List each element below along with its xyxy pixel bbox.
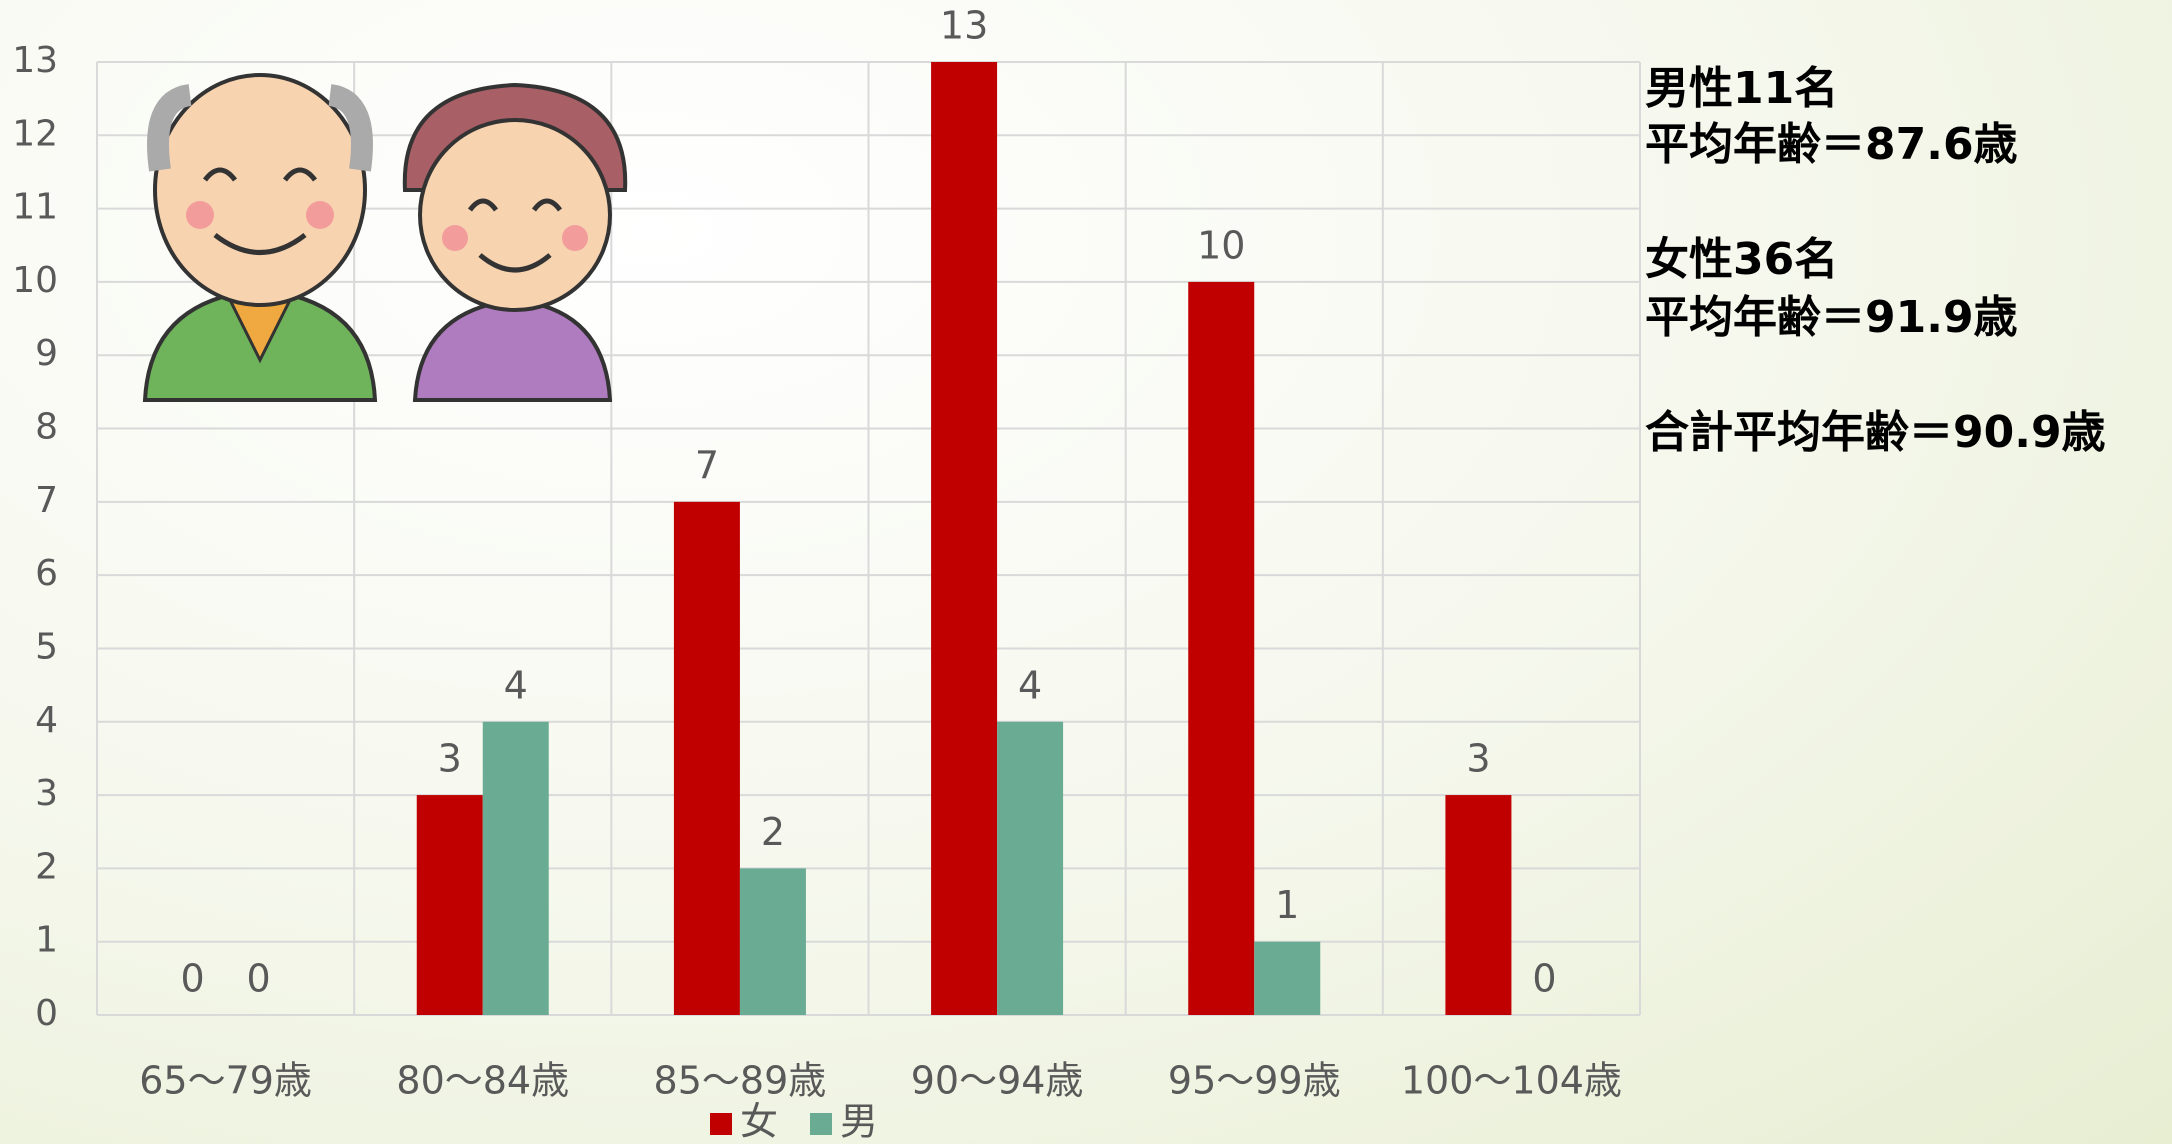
y-tick-label: 10 xyxy=(12,260,58,301)
data-label: 1 xyxy=(1275,883,1299,927)
legend-label: 男 xyxy=(840,1100,878,1144)
bar xyxy=(1254,942,1320,1015)
annotation: 平均年齢＝87.6歳 xyxy=(1645,119,2018,170)
bar xyxy=(997,722,1063,1015)
legend-swatch xyxy=(810,1113,832,1135)
bar xyxy=(674,502,740,1015)
bar xyxy=(931,62,997,1015)
data-label: 3 xyxy=(438,737,462,781)
bar xyxy=(1445,795,1511,1015)
legend-label: 女 xyxy=(740,1100,778,1144)
y-tick-label: 6 xyxy=(35,553,58,594)
data-label: 10 xyxy=(1197,223,1245,267)
data-label: 3 xyxy=(1466,737,1490,781)
data-label: 4 xyxy=(504,663,528,707)
y-tick-label: 4 xyxy=(35,700,58,741)
bar xyxy=(1188,282,1254,1015)
annotation: 平均年齢＝91.9歳 xyxy=(1645,292,2018,343)
y-tick-label: 9 xyxy=(35,333,58,374)
data-label: 0 xyxy=(1532,957,1556,1001)
annotation: 女性36名 xyxy=(1645,234,1838,285)
y-tick-label: 5 xyxy=(35,626,58,667)
data-label: 7 xyxy=(695,443,719,487)
data-label: 4 xyxy=(1018,663,1042,707)
data-label: 13 xyxy=(940,4,988,48)
y-tick-label: 13 xyxy=(12,40,58,81)
y-tick-label: 12 xyxy=(12,113,58,154)
bar xyxy=(740,868,806,1015)
x-tick-label: 80〜84歳 xyxy=(396,1059,569,1103)
chart: 012345678910111213 65〜79歳0080〜84歳3485〜89… xyxy=(0,0,2172,1144)
x-tick-label: 85〜89歳 xyxy=(654,1059,827,1103)
y-tick-label: 0 xyxy=(35,993,58,1034)
illustration-grandma xyxy=(405,85,625,400)
y-tick-label: 11 xyxy=(12,187,58,228)
x-tick-label: 65〜79歳 xyxy=(139,1059,312,1103)
y-tick-label: 1 xyxy=(35,920,58,961)
x-tick-label: 90〜94歳 xyxy=(911,1059,1084,1103)
bar xyxy=(483,722,549,1015)
x-tick-label: 95〜99歳 xyxy=(1168,1059,1341,1103)
annotation: 男性11名 xyxy=(1645,63,1838,114)
data-label: 0 xyxy=(246,957,270,1001)
data-label: 0 xyxy=(180,957,204,1001)
y-tick-label: 2 xyxy=(35,846,58,887)
bar xyxy=(417,795,483,1015)
legend-swatch xyxy=(710,1113,732,1135)
y-tick-label: 7 xyxy=(35,480,58,521)
data-label: 2 xyxy=(761,810,785,854)
y-tick-label: 3 xyxy=(35,773,58,814)
illustration-grandpa xyxy=(145,75,375,400)
annotation: 合計平均年齢＝90.9歳 xyxy=(1645,407,2106,458)
y-tick-label: 8 xyxy=(35,407,58,448)
x-tick-label: 100〜104歳 xyxy=(1401,1059,1622,1103)
